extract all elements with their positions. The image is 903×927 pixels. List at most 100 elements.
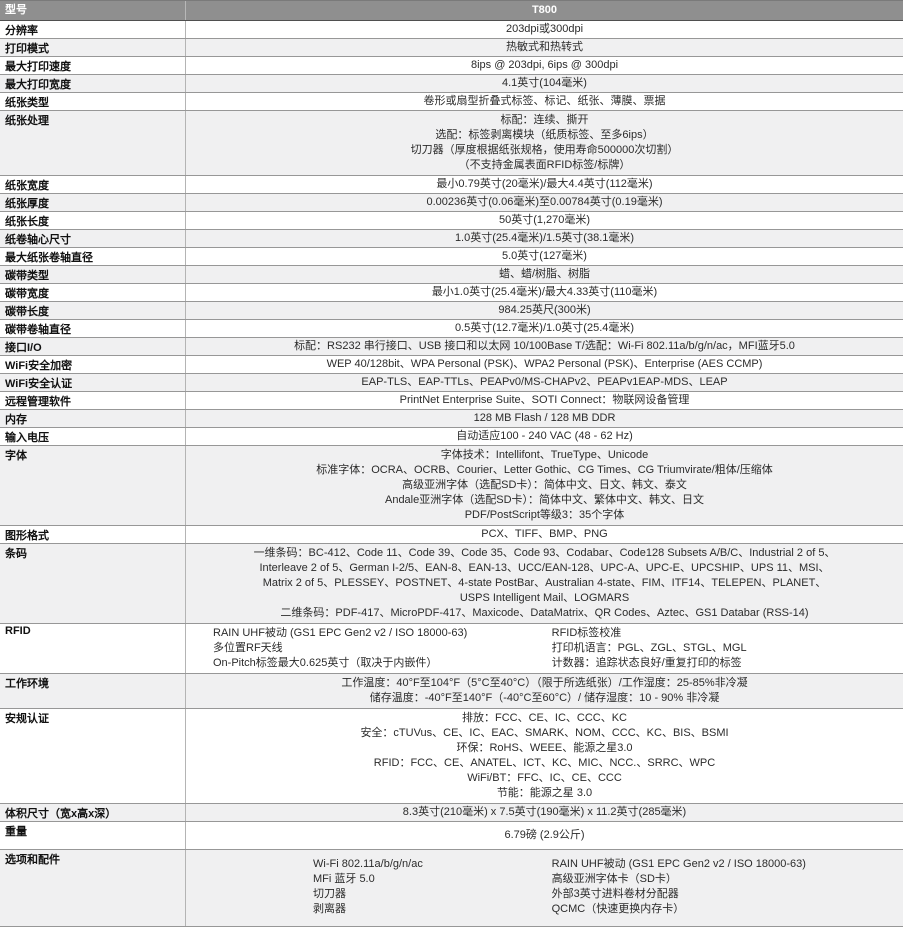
spec-line: QCMC（快速更换内存卡） xyxy=(551,903,685,915)
spec-two-column-value: RAIN UHF被动 (GS1 EPC Gen2 v2 / ISO 18000-… xyxy=(188,626,901,671)
spec-row-remote_management_software: 远程管理软件 PrintNet Enterprise Suite、SOTI Con… xyxy=(0,392,903,410)
spec-label: 碳带卷轴直径 xyxy=(5,324,71,336)
spec-row-ribbon_width: 碳带宽度 最小1.0英寸(25.4毫米)/最大4.33英寸(110毫米) xyxy=(0,284,903,302)
spec-row-ribbon_length: 碳带长度 984.25英尺(300米) xyxy=(0,302,903,320)
spec-row-interfaces_io: 接口I/O 标配：RS232 串行接口、USB 接口和以太网 10/100Base… xyxy=(0,338,903,356)
spec-rows-container: 分辨率 203dpi或300dpi 打印模式 热敏式和热转式最大打印速度 8ips @ … xyxy=(0,21,903,927)
spec-line: 984.25英尺(300米) xyxy=(498,304,591,316)
spec-line: 0.00236英寸(0.06毫米)至0.00784英寸(0.19毫米) xyxy=(426,196,663,208)
spec-value: 5.0英寸(127毫米) xyxy=(185,248,903,265)
spec-value: WEP 40/128bit、WPA Personal (PSK)、WPA2 Pe… xyxy=(185,356,903,373)
spec-label: 纸张厚度 xyxy=(5,198,49,210)
spec-line: 外部3英寸进料卷材分配器 xyxy=(551,888,679,900)
spec-line: 安全：cTUVus、CE、IC、EAC、SMARK、NOM、CCC、KC、BIS… xyxy=(360,727,729,739)
spec-row-media_thickness: 纸张厚度 0.00236英寸(0.06毫米)至0.00784英寸(0.19毫米) xyxy=(0,194,903,212)
spec-label: WiFi安全加密 xyxy=(5,360,73,372)
spec-line: 二维条码：PDF-417、MicroPDF-417、Maxicode、DataM… xyxy=(280,607,809,619)
spec-row-media_core_size: 纸卷轴心尺寸 1.0英寸(25.4毫米)/1.5英寸(38.1毫米) xyxy=(0,230,903,248)
spec-line: 环保：RoHS、WEEE、能源之星3.0 xyxy=(456,742,633,754)
spec-col-left: Wi-Fi 802.11a/b/g/n/ac MFi 蓝牙 5.0 切刀器 剥离器 xyxy=(188,857,552,917)
spec-value: 字体技术：Intellifont、TrueType、Unicode 标准字体：OC… xyxy=(185,446,903,525)
spec-line: MFi 蓝牙 5.0 xyxy=(313,873,375,885)
spec-line: 蜡、蜡/树脂、树脂 xyxy=(498,268,591,280)
spec-row-max_media_roll_diameter: 最大纸张卷轴直径 5.0英寸(127毫米) xyxy=(0,248,903,266)
spec-label: 纸卷轴心尺寸 xyxy=(5,234,71,246)
spec-value: 50英寸(1,270毫米) xyxy=(185,212,903,229)
spec-label: WiFi安全认证 xyxy=(5,378,73,390)
spec-value: 标配：连续、撕开 选配：标签剥离模块（纸质标签、至多6ips） 切刀器（厚度根据纸张… xyxy=(185,111,903,175)
spec-value: 最小0.79英寸(20毫米)/最大4.4英寸(112毫米) xyxy=(185,176,903,193)
spec-value: EAP-TLS、EAP-TTLs、PEAPv0/MS-CHAPv2、PEAPv1… xyxy=(185,374,903,391)
spec-line: 切刀器（厚度根据纸张规格，使用寿命500000次切割） xyxy=(410,144,679,156)
spec-line: RFID标签校准 xyxy=(551,627,622,639)
spec-line: 热敏式和热转式 xyxy=(506,41,583,53)
spec-value: 工作温度：40°F至104°F（5°C至40°C）（限于所选纸张）/工作湿度：2… xyxy=(185,674,903,708)
spec-value: 热敏式和热转式 xyxy=(185,39,903,56)
spec-line: PCX、TIFF、BMP、PNG xyxy=(481,528,608,540)
spec-value: 卷形或扇型折叠式标签、标记、纸张、薄膜、票据 xyxy=(185,93,903,110)
spec-value: PCX、TIFF、BMP、PNG xyxy=(185,526,903,543)
model-header-value: T800 xyxy=(185,1,903,20)
spec-row-wifi_security_auth: WiFi安全认证 EAP-TLS、EAP-TTLs、PEAPv0/MS-CHAPv… xyxy=(0,374,903,392)
spec-row-memory: 内存 128 MB Flash / 128 MB DDR xyxy=(0,410,903,428)
spec-value: Wi-Fi 802.11a/b/g/n/ac MFi 蓝牙 5.0 切刀器 剥离器 RA… xyxy=(185,850,903,926)
spec-line: 高级亚洲字体卡（SD卡） xyxy=(551,873,677,885)
model-header-label: 型号 xyxy=(5,4,27,16)
spec-line: RAIN UHF被动 (GS1 EPC Gen2 v2 / ISO 18000-… xyxy=(551,858,806,870)
spec-row-regulatory_approvals: 安规认证 排放：FCC、CE、IC、CCC、KC 安全：cTUVus、CE、IC、E… xyxy=(0,709,903,804)
spec-label: 安规认证 xyxy=(5,713,49,725)
spec-row-media_types: 纸张类型 卷形或扇型折叠式标签、标记、纸张、薄膜、票据 xyxy=(0,93,903,111)
spec-row-barcodes: 条码 一维条码：BC-412、Code 11、Code 39、Code 35、Co… xyxy=(0,544,903,624)
spec-row-operating_environment: 工作环境 工作温度：40°F至104°F（5°C至40°C）（限于所选纸张）/工作… xyxy=(0,674,903,709)
spec-line: 128 MB Flash / 128 MB DDR xyxy=(473,412,616,424)
spec-value: 128 MB Flash / 128 MB DDR xyxy=(185,410,903,427)
spec-row-options_accessories: 选项和配件 Wi-Fi 802.11a/b/g/n/ac MFi 蓝牙 5.0 切刀器… xyxy=(0,850,903,927)
spec-line: 卷形或扇型折叠式标签、标记、纸张、薄膜、票据 xyxy=(423,95,666,107)
spec-line: 标配：RS232 串行接口、USB 接口和以太网 10/100Base T/选配… xyxy=(294,340,795,352)
spec-line: 8.3英寸(210毫米) x 7.5英寸(190毫米) x 11.2英寸(285… xyxy=(402,806,687,818)
spec-line: WEP 40/128bit、WPA Personal (PSK)、WPA2 Pe… xyxy=(326,358,763,370)
spec-value: 6.79磅 (2.9公斤) xyxy=(185,822,903,849)
spec-line: Matrix 2 of 5、PLESSEY、POSTNET、4-state Po… xyxy=(262,577,827,589)
spec-value: 984.25英尺(300米) xyxy=(185,302,903,319)
spec-label: 接口I/O xyxy=(5,342,42,354)
spec-label: 纸张宽度 xyxy=(5,180,49,192)
spec-line: RFID：FCC、CE、ANATEL、ICT、KC、MIC、NCC.、SRRC、… xyxy=(373,757,716,769)
spec-label: 碳带宽度 xyxy=(5,288,49,300)
spec-label: 最大打印速度 xyxy=(5,61,71,73)
spec-line: RAIN UHF被动 (GS1 EPC Gen2 v2 / ISO 18000-… xyxy=(213,627,468,639)
spec-line: 标配：连续、撕开 xyxy=(500,114,589,126)
spec-line: 最小0.79英寸(20毫米)/最大4.4英寸(112毫米) xyxy=(436,178,653,190)
spec-label: 碳带长度 xyxy=(5,306,49,318)
spec-row-wifi_security_encryption: WiFi安全加密 WEP 40/128bit、WPA Personal (PSK)… xyxy=(0,356,903,374)
spec-line: 高级亚洲字体（选配SD卡）：简体中文、日文、韩文、泰文 xyxy=(402,479,687,491)
spec-line: 多位置RF天线 xyxy=(213,642,283,654)
spec-line: 节能：能源之星 3.0 xyxy=(496,787,593,799)
spec-line: 工作温度：40°F至104°F（5°C至40°C）（限于所选纸张）/工作湿度：2… xyxy=(341,677,748,689)
spec-line: USPS Intelligent Mail、LOGMARS xyxy=(459,592,630,604)
spec-line: Interleave 2 of 5、German I-2/5、EAN-8、EAN… xyxy=(259,562,830,574)
spec-line: 切刀器 xyxy=(313,888,346,900)
spec-row-media_handling: 纸张处理 标配：连续、撕开 选配：标签剥离模块（纸质标签、至多6ips） 切刀器（厚度… xyxy=(0,111,903,176)
spec-label: 重量 xyxy=(5,826,27,838)
spec-line: EAP-TLS、EAP-TTLs、PEAPv0/MS-CHAPv2、PEAPv1… xyxy=(361,376,728,388)
spec-line: Andale亚洲字体（选配SD卡）：简体中文、繁体中文、韩文、日文 xyxy=(384,494,705,506)
spec-row-ribbon_types: 碳带类型 蜡、蜡/树脂、树脂 xyxy=(0,266,903,284)
spec-value: 一维条码：BC-412、Code 11、Code 39、Code 35、Code… xyxy=(185,544,903,623)
spec-value: 标配：RS232 串行接口、USB 接口和以太网 10/100Base T/选配… xyxy=(185,338,903,355)
spec-line: 50英寸(1,270毫米) xyxy=(498,214,591,226)
spec-line: 1.0英寸(25.4毫米)/1.5英寸(38.1毫米) xyxy=(454,232,635,244)
spec-value: 1.0英寸(25.4毫米)/1.5英寸(38.1毫米) xyxy=(185,230,903,247)
spec-row-weight: 重量 6.79磅 (2.9公斤) xyxy=(0,822,903,850)
spec-row-media_length: 纸张长度 50英寸(1,270毫米) xyxy=(0,212,903,230)
spec-row-resolution: 分辨率 203dpi或300dpi xyxy=(0,21,903,39)
spec-col-left: RAIN UHF被动 (GS1 EPC Gen2 v2 / ISO 18000-… xyxy=(188,626,552,671)
spec-line: 8ips @ 203dpi, 6ips @ 300dpi xyxy=(470,59,619,71)
spec-two-column-value: Wi-Fi 802.11a/b/g/n/ac MFi 蓝牙 5.0 切刀器 剥离器 RA… xyxy=(188,857,901,917)
spec-value: PrintNet Enterprise Suite、SOTI Connect：物… xyxy=(185,392,903,409)
spec-line: （不支持金属表面RFID标签/标牌） xyxy=(458,159,631,171)
spec-value: 203dpi或300dpi xyxy=(185,21,903,38)
spec-value: 0.5英寸(12.7毫米)/1.0英寸(25.4毫米) xyxy=(185,320,903,337)
spec-label: 打印模式 xyxy=(5,43,49,55)
